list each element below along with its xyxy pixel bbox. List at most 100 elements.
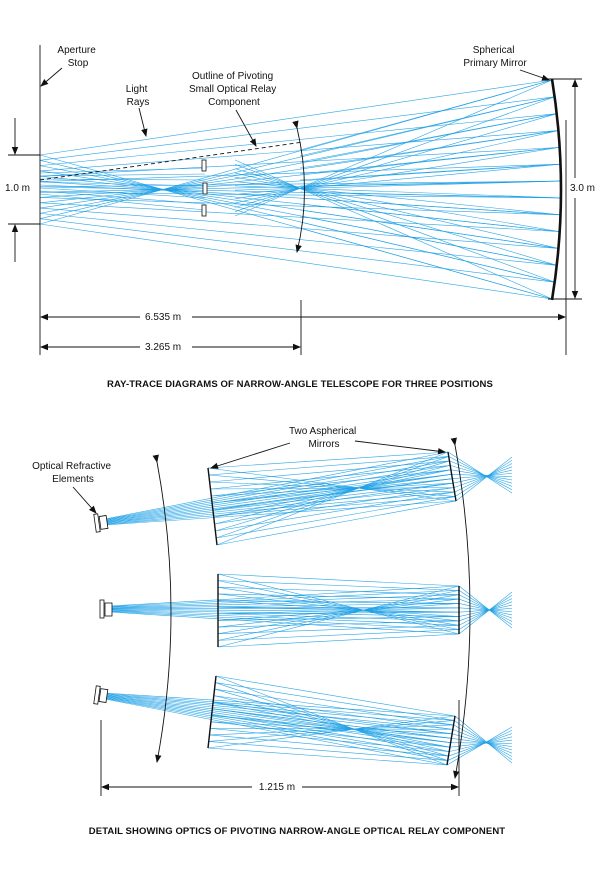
relay-ray (109, 610, 460, 626)
relay-ray (104, 491, 455, 525)
light-ray (299, 221, 555, 283)
pivot-arc-right (450, 437, 471, 779)
light-ray (299, 215, 557, 266)
light-ray (39, 173, 206, 177)
relay-ray (458, 594, 513, 622)
aperture-stop-leader (40, 67, 63, 87)
relay-ray (104, 487, 454, 524)
relay-ray (209, 460, 450, 483)
relay-ray (210, 721, 450, 748)
relay-ray (212, 473, 452, 511)
relay-ray (217, 590, 460, 641)
relay-ray (453, 469, 513, 484)
relay-ray (109, 585, 460, 607)
relay-ray (210, 465, 451, 490)
light-ray (299, 203, 560, 232)
relay-ray (104, 473, 452, 523)
relay-ray (217, 573, 460, 635)
aspherical-leader-left (210, 442, 291, 469)
relay-ray (458, 591, 513, 635)
relay-ray (458, 608, 513, 613)
relay-ray (458, 598, 513, 626)
light-ray (299, 227, 553, 300)
relay-ray (104, 693, 454, 726)
relay-ray (452, 473, 513, 480)
light-ray (299, 180, 561, 187)
light-ray (39, 163, 561, 182)
relay-ray (109, 608, 460, 613)
light-ray (299, 209, 559, 249)
relay-ray (454, 720, 513, 760)
relay-ray (209, 481, 455, 493)
relay-ray (209, 734, 449, 757)
relay-ray (212, 473, 452, 504)
light-rays-leader (138, 107, 148, 137)
relay-ray (217, 586, 460, 596)
aspherical-leader-right (354, 440, 446, 455)
relay-ray (453, 466, 513, 488)
relay-ray (458, 607, 513, 612)
relay-ray (104, 451, 449, 520)
relay-ray (214, 487, 454, 525)
refractive-elements-top (93, 513, 109, 533)
relay-ray (104, 697, 450, 752)
relay-outline-dashed (39, 141, 304, 181)
telescope-light-rays (39, 79, 561, 300)
relay-ray (458, 585, 513, 629)
refractive-elements-middle (99, 599, 113, 619)
relay-outline-label: Outline of Pivoting Small Optical Relay … (189, 71, 279, 108)
relay-ray (217, 580, 460, 591)
relay-ray (212, 478, 453, 504)
relay-ray (458, 595, 513, 630)
refractive-elements-label: Optical Refractive Elements (32, 461, 114, 485)
relay-ray (217, 598, 460, 628)
aperture-stop-label: Aperture Stop (57, 45, 98, 69)
relay-ray (104, 693, 455, 721)
relay-ray (104, 478, 453, 523)
relay-ray (215, 460, 450, 532)
light-ray (299, 130, 559, 169)
relay-ray (104, 469, 451, 522)
top-caption: RAY-TRACE DIAGRAMS OF NARROW-ANGLE TELES… (107, 379, 493, 390)
relay-ray (210, 728, 450, 752)
relay-ray (207, 715, 456, 749)
light-ray (39, 193, 206, 211)
pivot-arc-arrow (292, 120, 305, 253)
relay-lens-element (202, 182, 208, 195)
relay-ray (217, 620, 460, 628)
relay-ray (104, 456, 449, 520)
dim-3m-label: 3.0 m (570, 183, 595, 194)
light-ray (39, 178, 206, 181)
relay-ray (104, 696, 450, 748)
relay-ray (455, 456, 513, 502)
light-ray (299, 96, 555, 157)
light-ray (39, 223, 553, 300)
relay-ray (217, 616, 460, 621)
relay-ray (211, 714, 452, 739)
refractive-elements-bottom (93, 685, 109, 705)
relay-ray (217, 603, 460, 621)
dim-3265-label: 3.265 m (145, 342, 181, 353)
relay-ray (217, 629, 460, 641)
relay-ray (217, 600, 460, 617)
relay-ray (208, 741, 448, 761)
light-ray (39, 167, 206, 174)
light-ray (39, 202, 560, 232)
light-rays-label: Light Rays (126, 84, 150, 108)
aspherical-mirrors-label: Two Aspherical Mirrors (289, 426, 359, 450)
light-ray (234, 113, 557, 208)
relay-ray (449, 460, 513, 487)
relay-light-rays (104, 451, 513, 766)
relay-ray (217, 593, 460, 600)
relay-ray (217, 573, 460, 587)
light-ray (234, 181, 561, 216)
relay-ray (104, 695, 451, 744)
relay-ray (454, 715, 513, 764)
light-ray (299, 147, 560, 175)
bottom-caption: DETAIL SHOWING OPTICS OF PIVOTING NARROW… (89, 826, 505, 837)
relay-ray (450, 742, 513, 744)
relay-ray (217, 586, 460, 626)
refractive-elements-leader (72, 486, 97, 514)
relay-ray (450, 469, 513, 481)
